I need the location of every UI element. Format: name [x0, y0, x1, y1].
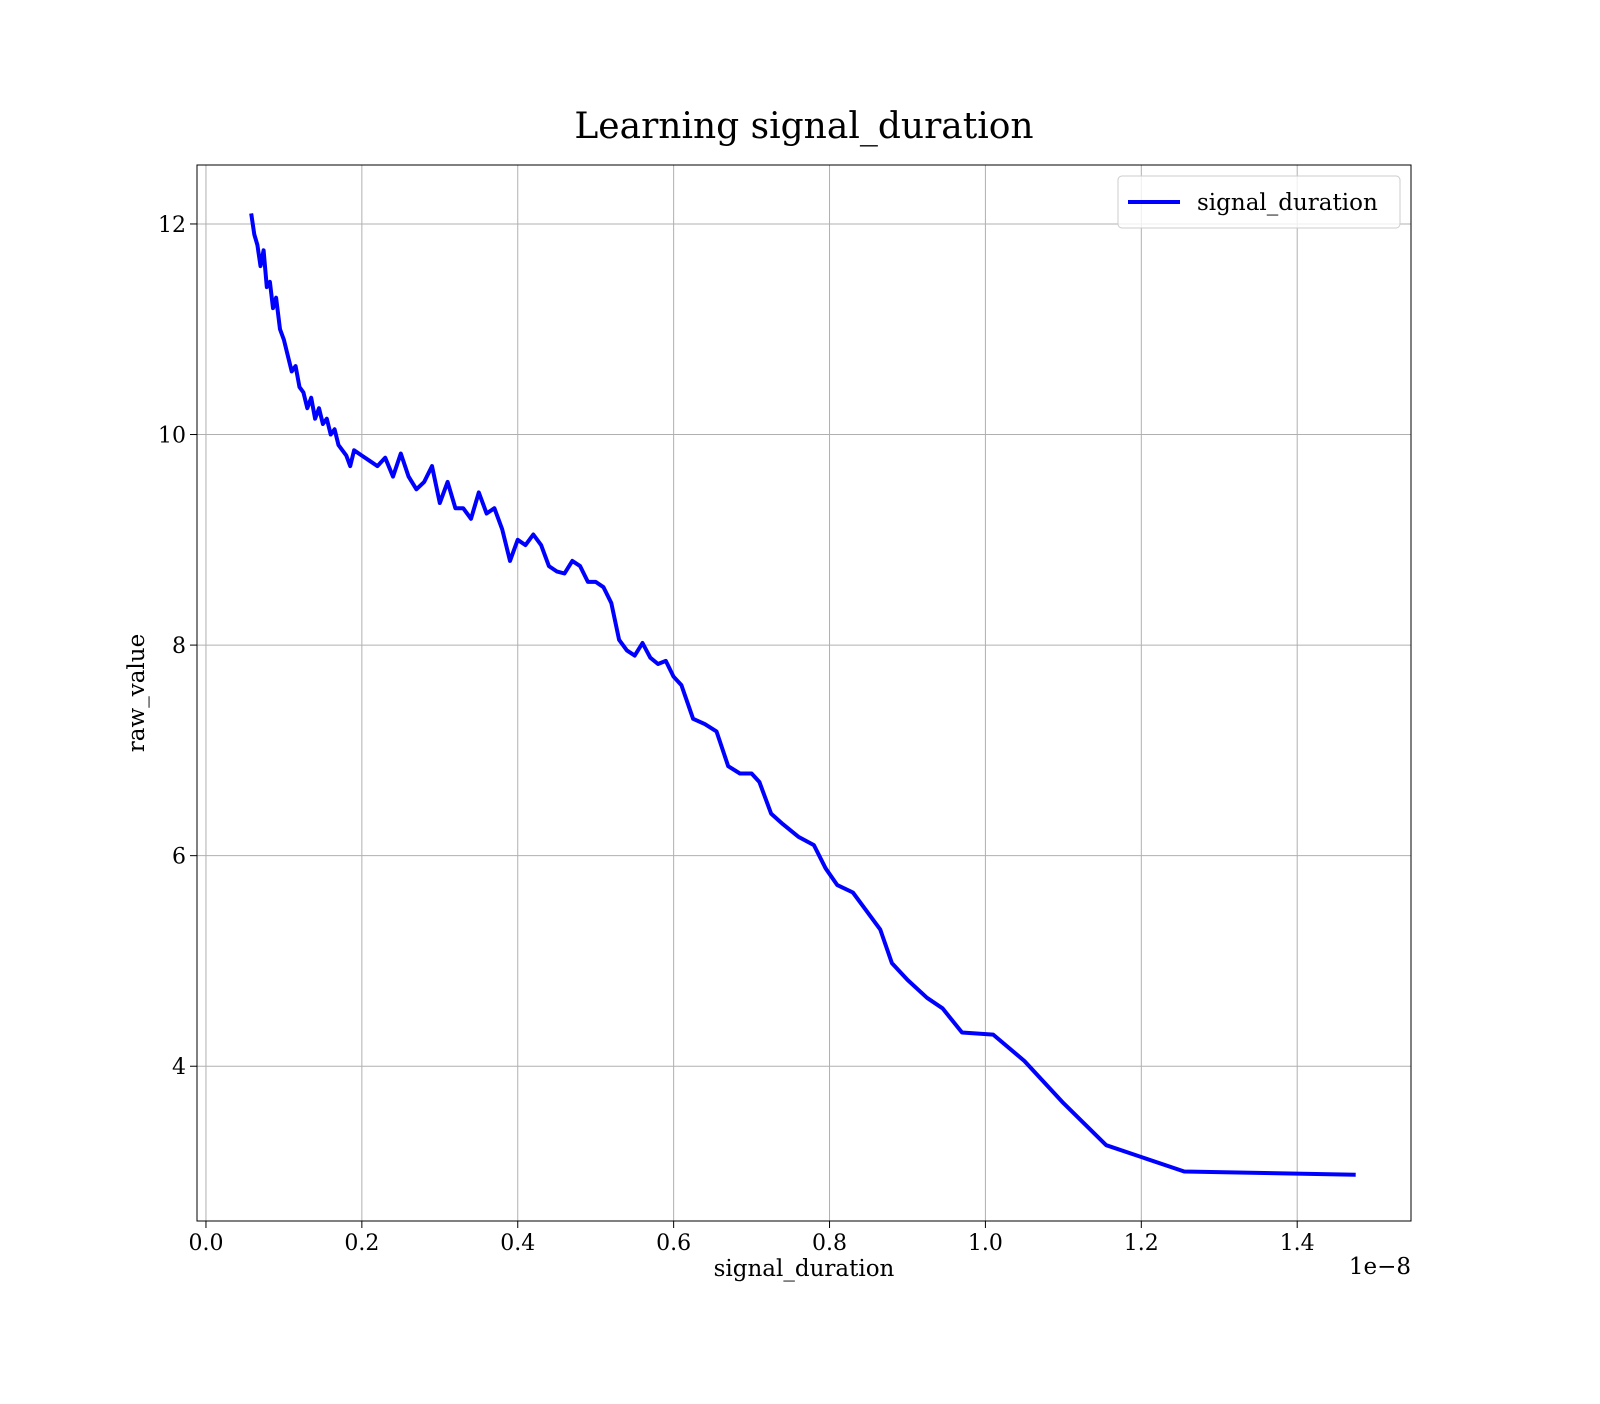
x-tick-label: 0.6 [656, 1231, 691, 1256]
legend-box [1117, 175, 1401, 229]
plot-frame [196, 164, 1412, 1222]
chart-title: Learning signal_duration [574, 106, 1033, 147]
x-tick-label: 1.4 [1280, 1231, 1315, 1256]
x-tick-label: 0.4 [500, 1231, 535, 1256]
y-tick-label: 10 [158, 424, 186, 449]
x-tick-label: 0.8 [812, 1231, 847, 1256]
x-tick-label: 1.0 [968, 1231, 1003, 1256]
x-tick-label: 0.2 [344, 1231, 379, 1256]
x-offset-label: 1e−8 [1349, 1254, 1411, 1280]
legend-label: signal_duration [1197, 190, 1378, 216]
y-tick-label: 6 [172, 845, 186, 870]
data-line [249, 213, 1356, 1177]
y-tick-label: 12 [158, 213, 186, 238]
x-tick-label: 1.2 [1124, 1231, 1159, 1256]
y-axis-label: raw_value [124, 634, 150, 752]
y-tick-label: 8 [172, 634, 186, 659]
y-tick-label: 4 [172, 1055, 186, 1080]
x-axis-label: signal_duration [714, 1256, 895, 1282]
x-tick-label: 0.0 [188, 1231, 223, 1256]
